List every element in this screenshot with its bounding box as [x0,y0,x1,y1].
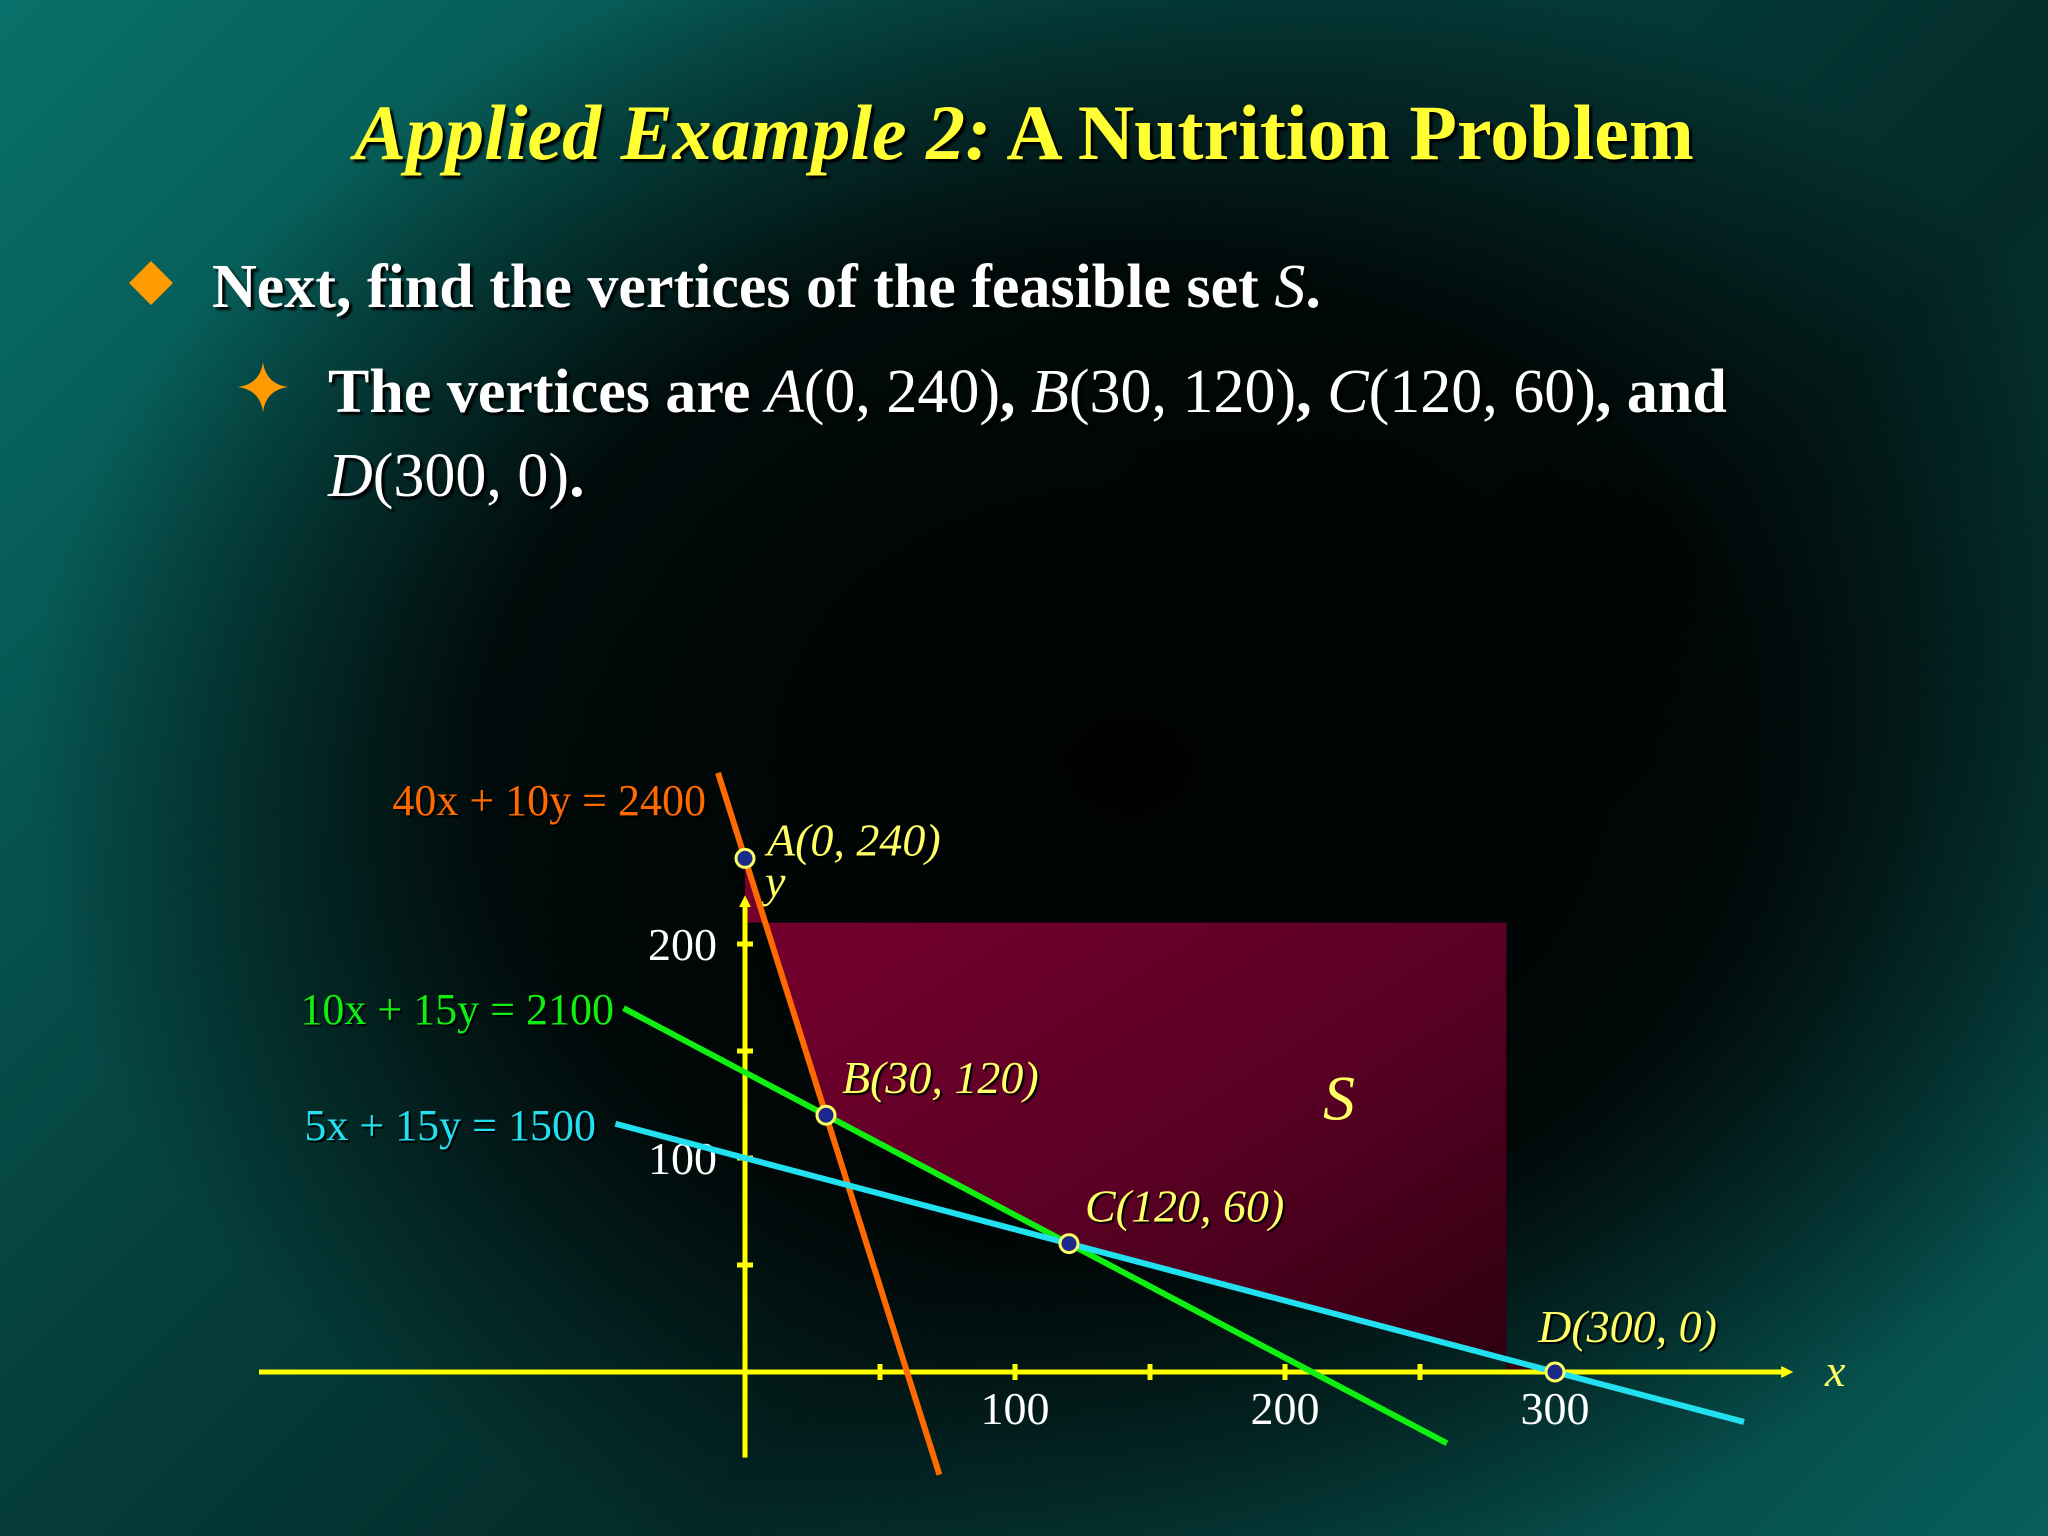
bullet-main-text: Next, find the vertices of the feasible … [212,253,1275,321]
feasible-region [745,858,1555,1372]
vertex-d-point [1544,1361,1566,1383]
feasible-set-var: S [1274,253,1306,321]
equation-label-orange: 40x + 10y = 2400 [392,776,706,825]
bullet-main: Next, find the vertices of the feasible … [212,252,1932,323]
y-tick-label: 200 [648,919,717,970]
vertex-a-point [734,847,756,869]
vertex-b-label: B(30, 120) [842,1052,1039,1103]
vertex-c-point [1058,1233,1080,1255]
vertex-a-coords: (0, 240) [803,358,1001,426]
x-tick-label: 300 [1521,1383,1590,1434]
vertex-b-coords: (30, 120) [1068,358,1297,426]
vertex-c-coords: (120, 60) [1368,358,1596,426]
bullet-main-end: . [1305,253,1321,321]
title-italic-part: Applied Example 2: [354,89,992,176]
vertex-d-name: D [328,442,373,510]
bullet-sub-text: The vertices are [328,358,766,426]
vertex-c-name: C [1327,358,1369,426]
vertex-a-name: A [765,358,804,426]
diamond-icon [129,261,173,305]
x-axis-label: x [1824,1345,1846,1396]
vertex-b-name: B [1031,358,1069,426]
bullet-sub-end: . [569,442,585,510]
x-tick-label: 100 [981,1383,1050,1434]
y-axis-label: y [761,856,786,907]
vertex-c-label: C(120, 60) [1085,1181,1284,1232]
vertex-b-point [815,1104,837,1126]
vertex-a-label: A(0, 240) [764,814,941,865]
x-tick-label: 200 [1251,1383,1320,1434]
four-point-star-icon [238,362,288,412]
separator: , [1000,358,1032,426]
separator: , and [1595,358,1727,426]
equation-label-cyan: 5x + 15y = 1500 [304,1101,596,1150]
region-label: S [1323,1062,1355,1133]
vertex-d-label: D(300, 0) [1537,1301,1717,1352]
bullet-sub: The vertices are A(0, 240), B(30, 120) , … [328,350,1888,518]
vertex-d-coords: (300, 0) [372,442,570,510]
separator: , [1296,358,1328,426]
equation-label-green: 10x + 15y = 2100 [300,985,614,1034]
title-plain-part: A Nutrition Problem [1006,89,1694,176]
slide-title: Applied Example 2: A Nutrition Problem [0,88,2048,178]
constraint-line-green [622,1005,1449,1446]
